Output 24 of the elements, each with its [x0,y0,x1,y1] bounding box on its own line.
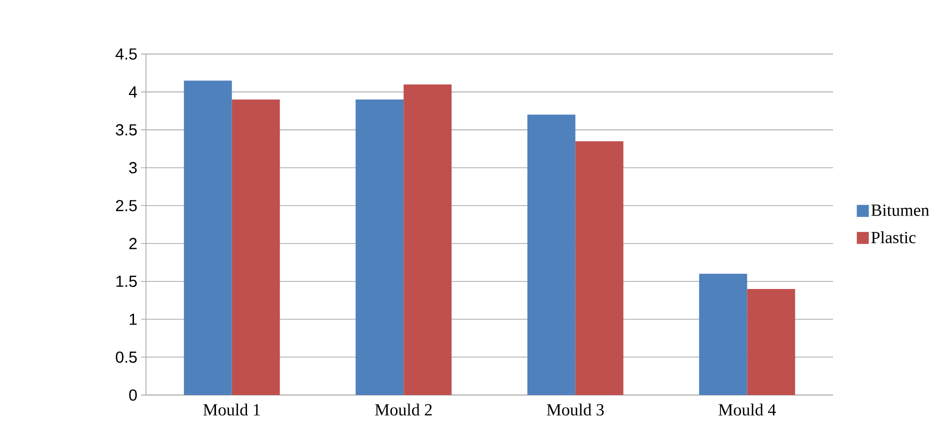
bar [404,84,452,396]
y-tick-label: 1 [130,314,137,325]
bar [232,100,280,396]
bar [747,288,796,396]
y-tick-label: 3.5 [116,124,137,136]
y-tick-label: 2.5 [116,200,137,212]
y-tick-label: 1.5 [116,276,137,287]
x-tick-label: Mould 1 [203,404,260,416]
bar [699,274,748,396]
x-tick-label: Mould 4 [718,404,776,416]
bar [527,114,576,396]
y-tick-label: 4 [128,86,137,98]
bar [575,141,624,396]
legend-label: Plastic [871,231,916,244]
y-tick-label: 4.5 [116,48,137,60]
legend-label: Bitumen [871,204,930,216]
x-tick-label: Mould 2 [375,404,432,416]
bar [356,100,404,396]
y-tick-label: 0 [129,389,137,401]
y-tick-label: 2 [129,238,137,250]
y-tick-label: 3 [129,162,137,174]
x-tick-label: Mould 3 [546,404,604,416]
y-tick-label: 0.5 [116,352,137,363]
bar [184,80,232,396]
